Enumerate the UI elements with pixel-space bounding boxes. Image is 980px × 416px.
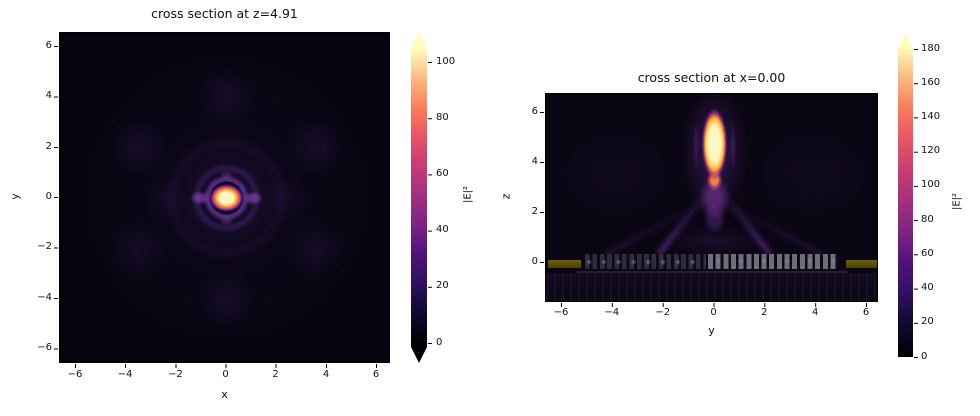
plot2-colorbar-tick-marks xyxy=(914,49,918,50)
plot2-colorbar-label: |E|² xyxy=(951,192,963,211)
plot2-ylabel: z xyxy=(499,193,513,200)
x-tick-label: 4 xyxy=(322,369,330,380)
plot1-colorbar-tick-marks xyxy=(428,62,432,63)
colorbar-tick-label: 60 xyxy=(436,167,449,179)
x-tick-label: 6 xyxy=(372,369,380,380)
plot1-ylabel: y xyxy=(8,193,22,200)
y-tick-label: 6 xyxy=(531,105,538,117)
plot1-title: cross section at z=4.91 xyxy=(151,6,298,21)
x-tick-label: −2 xyxy=(168,369,183,380)
substrate-bar-left xyxy=(548,260,581,268)
x-tick-label: 4 xyxy=(812,307,819,318)
substrate-region xyxy=(546,273,877,301)
plot1-axes xyxy=(59,32,390,363)
y-tick-label: 4 xyxy=(531,155,538,167)
y-tick-label: 0 xyxy=(45,190,52,202)
x-tick-label: 2 xyxy=(761,307,768,318)
metasurface-pillars-right xyxy=(708,254,838,269)
colorbar-tick-label: 60 xyxy=(921,247,934,259)
plot2-axes xyxy=(545,93,878,302)
x-tick-label: −4 xyxy=(117,369,133,380)
colorbar-tick-label: 20 xyxy=(436,280,449,292)
colorbar-tick-label: 80 xyxy=(436,111,449,123)
x-tick-label: −6 xyxy=(67,369,83,380)
y-tick-label: −4 xyxy=(37,291,52,303)
colorbar-tick-label: 0 xyxy=(436,336,443,348)
colorbar-tick-label: 140 xyxy=(921,110,941,122)
plot2-xlabel: y xyxy=(708,324,715,337)
y-tick-label: 6 xyxy=(45,39,52,51)
y-tick-label: −2 xyxy=(37,241,52,252)
plot2-x-tick-marks xyxy=(561,303,562,307)
colorbar-tick-label: 20 xyxy=(921,316,934,328)
plot2-title: cross section at x=0.00 xyxy=(637,70,786,85)
x-tick-label: −4 xyxy=(604,307,620,318)
x-tick-label: 2 xyxy=(272,369,279,380)
x-tick-label: 0 xyxy=(222,369,229,380)
colorbar-tick-label: 100 xyxy=(921,179,941,191)
x-tick-label: 0 xyxy=(710,307,717,318)
plot1-colorbar-label: |E|² xyxy=(462,185,474,204)
colorbar-tick-label: 180 xyxy=(921,42,941,54)
pillar-underside-band xyxy=(576,271,848,273)
colorbar-tick-label: 100 xyxy=(436,55,456,67)
colorbar-tick-label: 120 xyxy=(921,145,941,157)
plot2-heatmap xyxy=(546,94,877,301)
y-tick-label: 2 xyxy=(45,140,52,152)
y-tick-label: 4 xyxy=(45,90,52,101)
x-tick-label: −6 xyxy=(553,307,569,318)
colorbar-tick-label: 160 xyxy=(921,76,941,88)
x-tick-label: −2 xyxy=(655,307,671,318)
plot1-heatmap xyxy=(60,33,389,362)
plot1-colorbar xyxy=(411,32,427,363)
plot2-y-tick-marks xyxy=(540,112,544,113)
x-tick-label: 6 xyxy=(862,307,870,318)
plot1-xlabel: x xyxy=(221,388,228,401)
colorbar-tick-label: 0 xyxy=(921,350,928,362)
y-tick-label: 0 xyxy=(531,255,538,267)
plot1-x-tick-marks xyxy=(75,364,76,368)
plot2-colorbar xyxy=(898,33,913,357)
substrate-bar-right xyxy=(846,260,877,268)
colorbar-tick-label: 40 xyxy=(921,282,934,294)
colorbar-tick-label: 40 xyxy=(436,224,449,236)
colorbar-tick-label: 80 xyxy=(921,213,934,225)
metasurface-pillars-left xyxy=(585,254,706,269)
y-tick-label: 2 xyxy=(531,205,538,217)
y-tick-label: −6 xyxy=(37,342,52,353)
plot1-y-tick-marks xyxy=(54,46,58,47)
